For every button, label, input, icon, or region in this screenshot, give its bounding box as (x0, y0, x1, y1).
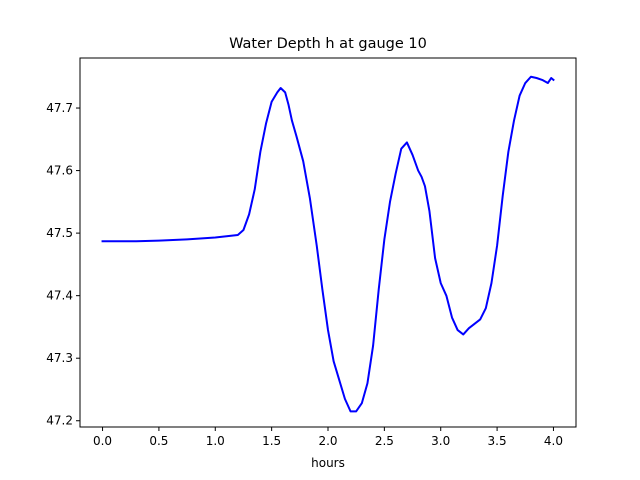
chart-title: Water Depth h at gauge 10 (229, 36, 427, 52)
x-tick-label: 0.0 (93, 434, 112, 448)
series-line-0 (101, 75, 555, 413)
y-tick-label: 47.6 (46, 164, 73, 178)
x-tick-label: 3.0 (431, 434, 450, 448)
x-axis-label: hours (311, 456, 345, 470)
y-tick-label: 47.3 (46, 351, 73, 365)
x-tick-label: 3.5 (488, 434, 507, 448)
x-tick-label: 1.5 (262, 434, 281, 448)
x-tick-label: 0.5 (149, 434, 168, 448)
x-tick-label: 4.0 (544, 434, 563, 448)
x-tick-label: 2.0 (318, 434, 337, 448)
y-tick-label: 47.2 (46, 414, 73, 428)
y-tick-label: 47.5 (46, 226, 73, 240)
x-tick-label: 2.5 (375, 434, 394, 448)
plot-area: 0.0 0.5 1.0 1.5 2.0 2.5 3.0 3.5 4.0 47.2 47.3 47.4 4… (46, 57, 577, 448)
y-tick-label: 47.7 (46, 101, 73, 115)
x-tick-label: 1.0 (206, 434, 225, 448)
y-tick-label: 47.4 (46, 289, 73, 303)
